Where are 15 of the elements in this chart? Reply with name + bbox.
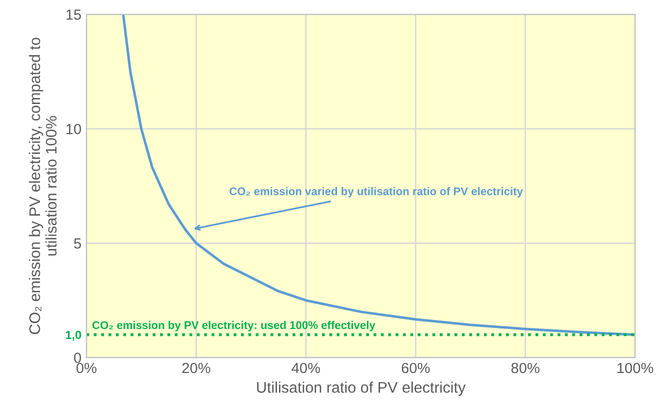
y-axis-title: CO₂ emission by PV electricity, compated to utilisation ratio 100% [28, 38, 57, 334]
y-tick-label: 0 [74, 352, 82, 363]
y-tick-label: 5 [74, 238, 81, 249]
x-axis-title: Utilisation ratio of PV electricity [257, 382, 466, 396]
annotation: CO₂ emission varied by utilisation ratio of PV electricity [230, 187, 523, 198]
x-tick-label: 40% [292, 362, 320, 374]
y-tick-label: 1,0 [66, 330, 82, 341]
x-tick-label: 80% [511, 362, 540, 374]
x-tick-label: 0% [76, 362, 96, 374]
x-tick-label: 20% [182, 362, 210, 374]
ref-line-label: CO₂ emission by PV electricity: used 100% effectively [92, 320, 376, 332]
y-tick-label: 15 [66, 10, 81, 20]
x-tick-label: 100% [618, 362, 654, 374]
x-tick-label: 60% [402, 362, 430, 374]
y-tick-label: 10 [66, 124, 82, 134]
